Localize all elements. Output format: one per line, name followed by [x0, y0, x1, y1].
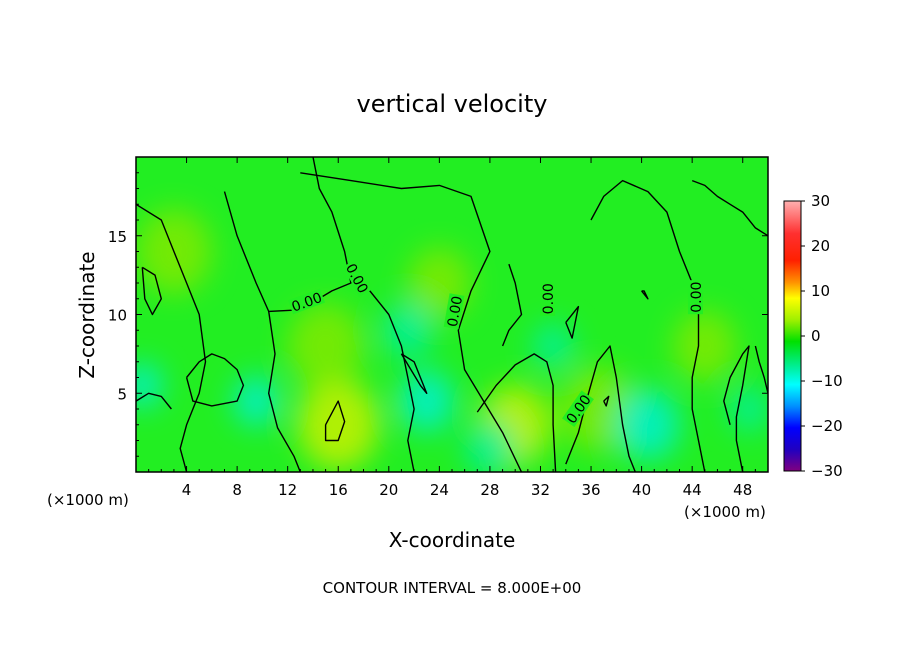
contour-line — [136, 203, 207, 472]
x-tick-label: 28 — [480, 481, 499, 499]
contour-label: 0.00 — [541, 283, 557, 314]
field-blob — [297, 379, 379, 471]
chart-title: vertical velocity — [357, 90, 548, 118]
zero-contours — [136, 157, 768, 472]
x-axis-label: X-coordinate — [389, 528, 516, 552]
y-axis-label: Z-coordinate — [75, 251, 99, 378]
x-tick-label: 48 — [733, 481, 752, 499]
field-blob — [532, 323, 574, 369]
x-unit-right: (×1000 m) — [684, 503, 766, 521]
colorbar-tick-label: −30 — [811, 462, 843, 480]
x-tick-label: 24 — [430, 481, 449, 499]
contour-line — [268, 311, 301, 472]
contour-line — [723, 345, 750, 472]
colorbar-tick-label: 0 — [811, 327, 821, 345]
y-tick-label: 5 — [117, 385, 127, 403]
contour-interval-note: CONTOUR INTERVAL = 8.000E+00 — [323, 579, 582, 597]
contour-labels: 0.000.000.00 0.00 0.000.00 — [287, 259, 705, 427]
field-blob — [136, 362, 163, 409]
colorbar-tick-label: 10 — [811, 282, 830, 300]
x-tick-label: 36 — [581, 481, 600, 499]
contour-line — [362, 282, 415, 472]
contour-label-bg — [562, 390, 594, 427]
contour-line — [603, 395, 610, 407]
contour-label-bg — [687, 280, 703, 315]
colorbar-tick-label: −10 — [811, 372, 843, 390]
contour-line — [324, 400, 346, 442]
x-tick-label: 4 — [182, 481, 192, 499]
field-blob — [287, 303, 364, 389]
colorbar-tick-label: −20 — [811, 417, 843, 435]
contour-line — [565, 345, 636, 472]
x-tick-label: 12 — [278, 481, 297, 499]
x-tick-label: 20 — [379, 481, 398, 499]
x-tick-label: 40 — [632, 481, 651, 499]
x-axis-ticks: 4 8 12 16 20 24 28 32 36 40 44 48 — [148, 157, 756, 499]
field-blob — [398, 369, 455, 433]
contour-line — [754, 345, 768, 394]
contour-line — [400, 353, 428, 394]
field-blob — [616, 389, 680, 461]
contour-line — [501, 263, 523, 347]
contour-line — [641, 290, 649, 300]
x-tick-label: 44 — [683, 481, 702, 499]
x-tick-label: 16 — [329, 481, 348, 499]
contour-line — [136, 392, 172, 410]
x-tick-label: 32 — [531, 481, 550, 499]
colorbar-tick-label: 30 — [811, 192, 830, 210]
y-axis-ticks: 5 10 15 — [108, 172, 768, 457]
x-unit-left: (×1000 m) — [47, 491, 129, 509]
field-blob — [673, 310, 737, 382]
contour-line — [185, 353, 245, 407]
contour-label: 0.00 — [689, 282, 705, 313]
y-tick-label: 15 — [108, 228, 127, 246]
contour-line — [691, 179, 768, 237]
contour-label-bg — [343, 259, 373, 297]
colorbar-ticks: 30 20 10 0 −10 −20 −30 — [801, 192, 843, 480]
y-tick-label: 10 — [108, 307, 127, 325]
contour-label-bg — [443, 293, 465, 330]
contour-label-bg — [287, 288, 326, 315]
x-tick-label: 8 — [232, 481, 242, 499]
contour-line — [476, 353, 557, 472]
contour-label-bg — [540, 281, 556, 316]
contour-label: 0.00 — [445, 295, 466, 328]
field-blob — [382, 301, 434, 359]
contour-line — [565, 305, 580, 339]
contour-line — [141, 266, 162, 316]
field-blob — [728, 386, 768, 432]
colorbar-tick-label: 20 — [811, 237, 830, 255]
field-blob — [233, 375, 279, 427]
contour-line — [223, 157, 352, 313]
colorbar — [783, 200, 802, 472]
contour-line — [300, 172, 523, 472]
